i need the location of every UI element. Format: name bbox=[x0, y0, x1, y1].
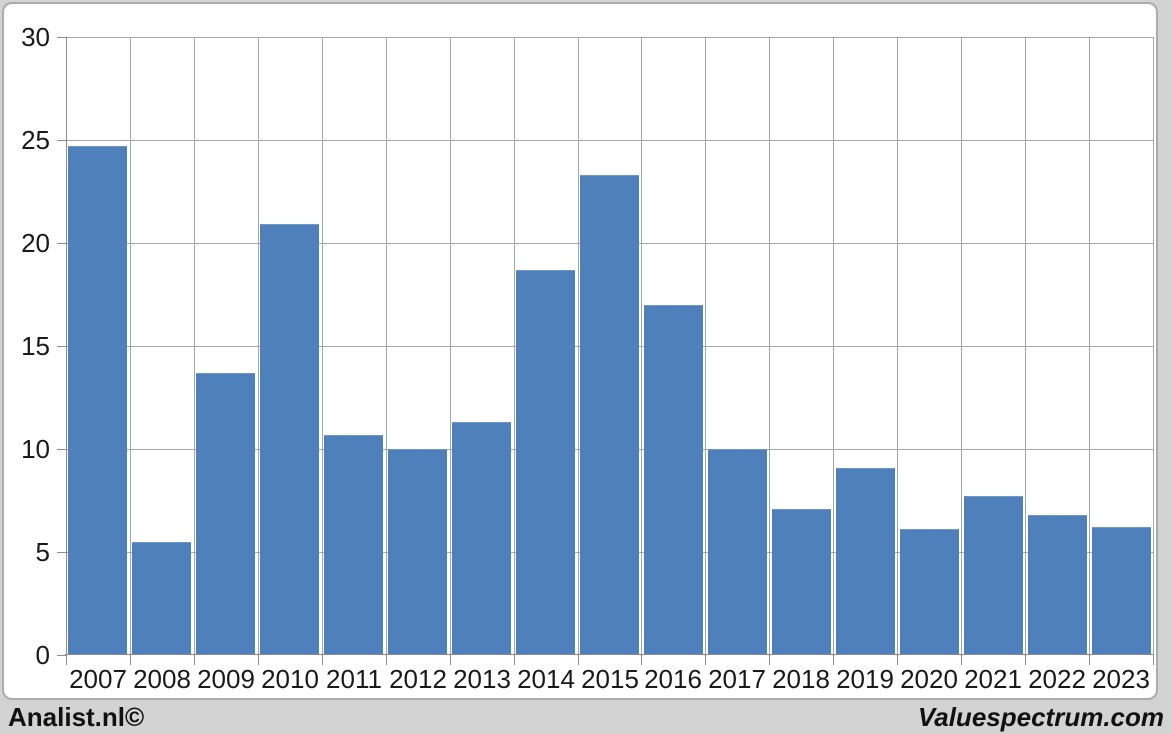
footer: Analist.nl© Valuespectrum.com bbox=[0, 701, 1172, 734]
bar bbox=[836, 468, 895, 655]
x-tick-label: 2018 bbox=[772, 664, 830, 694]
bar bbox=[388, 449, 447, 655]
x-axis-tick bbox=[1153, 655, 1154, 665]
y-axis-tick bbox=[57, 655, 66, 656]
bar bbox=[68, 146, 127, 655]
y-tick-label: 5 bbox=[35, 537, 50, 567]
bar bbox=[324, 435, 383, 655]
gridline-horizontal bbox=[66, 140, 1153, 141]
y-axis-tick bbox=[57, 37, 66, 38]
bar bbox=[260, 224, 319, 655]
bar bbox=[900, 529, 959, 655]
x-axis-tick bbox=[1025, 655, 1026, 665]
bar bbox=[644, 305, 703, 655]
x-axis-tick bbox=[450, 655, 451, 665]
brand-analist: Analist.nl© bbox=[8, 702, 145, 732]
brand-valuespectrum: Valuespectrum.com bbox=[917, 702, 1164, 732]
bar bbox=[516, 270, 575, 655]
x-axis-tick bbox=[833, 655, 834, 665]
bar bbox=[196, 373, 255, 655]
x-tick-label: 2019 bbox=[836, 664, 894, 694]
x-tick-label: 2010 bbox=[261, 664, 319, 694]
gridline-vertical bbox=[514, 37, 515, 655]
y-tick-label: 0 bbox=[35, 640, 50, 670]
x-axis-tick bbox=[322, 655, 323, 665]
x-axis-tick bbox=[130, 655, 131, 665]
x-tick-label: 2009 bbox=[197, 664, 255, 694]
x-tick-label: 2013 bbox=[453, 664, 511, 694]
y-tick-label: 30 bbox=[21, 22, 50, 52]
gridline-vertical bbox=[833, 37, 834, 655]
x-axis-tick bbox=[514, 655, 515, 665]
x-tick-label: 2008 bbox=[133, 664, 191, 694]
gridline-vertical bbox=[194, 37, 195, 655]
bar bbox=[964, 496, 1023, 655]
x-tick-label: 2011 bbox=[326, 664, 382, 694]
bar bbox=[1092, 527, 1151, 655]
plot-area bbox=[65, 37, 1154, 655]
x-axis-tick bbox=[769, 655, 770, 665]
gridline-vertical bbox=[641, 37, 642, 655]
x-axis-line bbox=[65, 654, 1153, 655]
gridline-vertical bbox=[897, 37, 898, 655]
gridline-vertical bbox=[258, 37, 259, 655]
x-axis-tick bbox=[897, 655, 898, 665]
gridline-vertical bbox=[450, 37, 451, 655]
y-tick-label: 15 bbox=[21, 331, 50, 361]
gridline-vertical bbox=[1025, 37, 1026, 655]
x-tick-label: 2022 bbox=[1028, 664, 1086, 694]
y-axis-tick bbox=[57, 449, 66, 450]
gridline-horizontal bbox=[66, 37, 1153, 38]
bar bbox=[452, 422, 511, 655]
x-axis-tick bbox=[194, 655, 195, 665]
bar bbox=[772, 509, 831, 655]
gridline-vertical bbox=[578, 37, 579, 655]
x-axis-tick bbox=[66, 655, 67, 665]
y-tick-label: 10 bbox=[21, 434, 50, 464]
chart-panel: 0 5 10 15 20 25 30 2007 2008 2009 2010 2011 2012 201… bbox=[2, 2, 1158, 700]
x-tick-label: 2016 bbox=[644, 664, 702, 694]
gridline-vertical bbox=[705, 37, 706, 655]
gridline-vertical bbox=[130, 37, 131, 655]
bar bbox=[1028, 515, 1087, 655]
gridline-vertical bbox=[769, 37, 770, 655]
y-axis-line bbox=[66, 37, 67, 655]
y-axis-tick bbox=[57, 346, 66, 347]
x-axis-tick bbox=[258, 655, 259, 665]
y-axis-tick bbox=[57, 552, 66, 553]
x-axis-tick bbox=[1089, 655, 1090, 665]
bar bbox=[708, 449, 767, 655]
x-tick-label: 2023 bbox=[1092, 664, 1150, 694]
gridline-vertical bbox=[1089, 37, 1090, 655]
y-tick-label: 20 bbox=[21, 228, 50, 258]
x-tick-label: 2007 bbox=[69, 664, 127, 694]
x-tick-label: 2015 bbox=[581, 664, 639, 694]
gridline-vertical bbox=[961, 37, 962, 655]
gridline-vertical bbox=[386, 37, 387, 655]
gridline-vertical bbox=[322, 37, 323, 655]
y-tick-label: 25 bbox=[21, 125, 50, 155]
x-axis-tick bbox=[641, 655, 642, 665]
y-axis-tick bbox=[57, 243, 66, 244]
x-tick-label: 2017 bbox=[708, 664, 766, 694]
x-tick-label: 2014 bbox=[517, 664, 575, 694]
x-axis-tick bbox=[578, 655, 579, 665]
x-tick-label: 2012 bbox=[389, 664, 447, 694]
x-axis-tick bbox=[386, 655, 387, 665]
x-tick-label: 2020 bbox=[900, 664, 958, 694]
gridline-vertical bbox=[1153, 37, 1154, 655]
x-axis-tick bbox=[705, 655, 706, 665]
bar bbox=[132, 542, 191, 655]
x-tick-label: 2021 bbox=[964, 664, 1022, 694]
y-axis-tick bbox=[57, 140, 66, 141]
x-axis-tick bbox=[961, 655, 962, 665]
bar bbox=[580, 175, 639, 655]
